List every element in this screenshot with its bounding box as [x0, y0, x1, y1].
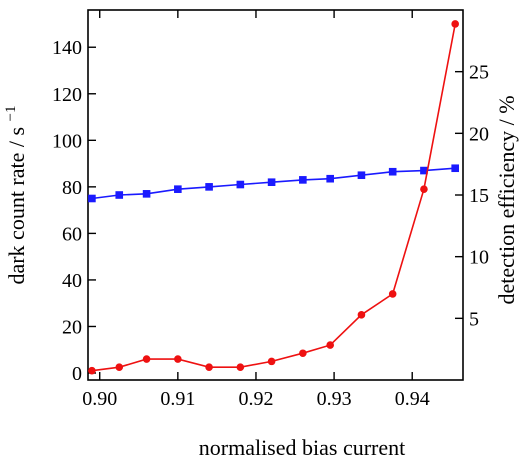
- series-0-point: [115, 191, 124, 199]
- tick-group: 0.90 0.91 0.92 0.93 0.94 0 20 40 60 80 100 120 140 5 1…: [52, 10, 489, 410]
- series-0-point: [174, 185, 182, 193]
- series-1-point: [115, 363, 124, 372]
- y-left-tick-label: 140: [52, 37, 82, 59]
- y-axis-right-title: detection efficiency / %: [494, 95, 519, 304]
- y-right-tick-label: 10: [469, 247, 489, 269]
- y-left-tick-label: 20: [62, 316, 82, 338]
- series-0-point: [326, 174, 334, 183]
- series-1-point: [388, 290, 397, 298]
- series-0-point: [388, 167, 397, 176]
- y-left-tick-label: 100: [52, 130, 82, 152]
- y-right-tick-label: 15: [469, 185, 489, 207]
- series-0-point: [236, 180, 245, 189]
- y-right-tick-label: 25: [469, 62, 489, 84]
- series-0-point: [142, 190, 151, 198]
- x-tick-label: 0.94: [395, 388, 430, 410]
- x-tick-label: 0.93: [317, 388, 352, 410]
- series-1-point: [420, 185, 428, 193]
- x-axis-title: normalised bias current: [199, 435, 406, 460]
- series-0-point: [357, 171, 366, 180]
- series-0-point: [420, 166, 428, 175]
- series-1-point: [326, 341, 334, 349]
- y-left-tick-label: 0: [72, 363, 82, 385]
- series-0-point: [88, 194, 96, 203]
- series-0-point: [451, 164, 459, 173]
- series-1-point: [142, 355, 151, 363]
- y-left-tick-label: 120: [52, 84, 82, 106]
- series-1-point: [174, 355, 182, 363]
- series-1-point: [88, 366, 96, 375]
- y-axis-left-title: dark count rate / s −1: [3, 105, 29, 284]
- y-right-tick-label: 20: [469, 123, 489, 145]
- y-left-tick-label: 80: [62, 177, 82, 199]
- series-1-point: [205, 363, 213, 372]
- series-1-point: [299, 349, 307, 358]
- series-1-point: [267, 357, 276, 366]
- x-tick-label: 0.90: [82, 388, 117, 410]
- x-tick-label: 0.91: [160, 388, 195, 410]
- series-0-point: [205, 183, 213, 191]
- series-group: [88, 20, 459, 375]
- series-1-point: [236, 363, 245, 372]
- x-tick-label: 0.92: [238, 388, 273, 410]
- series-0-point: [299, 176, 307, 184]
- y-left-tick-label: 40: [62, 270, 82, 292]
- series-1-point: [357, 311, 366, 319]
- y-axis-left-title-text: dark count rate / s: [4, 127, 29, 285]
- y-axis-left-title-exponent: −1: [3, 105, 19, 121]
- y-left-tick-label: 60: [62, 223, 82, 245]
- series-1-point: [451, 20, 459, 28]
- series-0-point: [267, 178, 276, 187]
- y-right-tick-label: 5: [469, 308, 479, 330]
